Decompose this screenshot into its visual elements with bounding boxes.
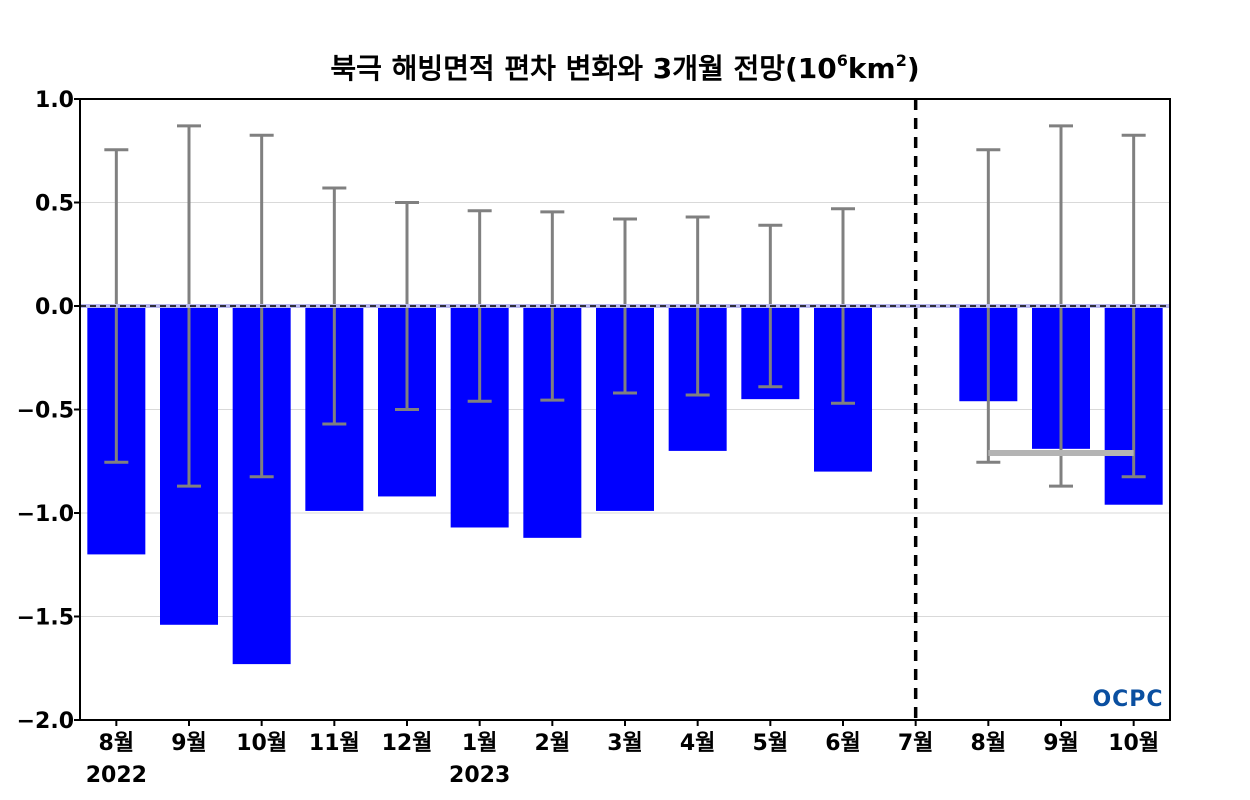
x-tick-label: 3월 xyxy=(607,731,643,756)
x-tick-label: 12월 xyxy=(382,731,433,756)
x-tick-label: 8월 xyxy=(99,731,135,756)
x-tick-label: 7월 xyxy=(898,731,934,756)
year-label: 2022 xyxy=(86,763,147,788)
overlay-layer xyxy=(80,99,1170,720)
x-tick-label: 4월 xyxy=(680,731,716,756)
ocpc-logo: OCPC xyxy=(1092,687,1163,712)
ocpc-logo-text: OCPC xyxy=(1092,687,1163,712)
title-exponent-2: 2 xyxy=(896,51,907,70)
y-tick-label: 1.0 xyxy=(35,88,74,113)
title-unit: km xyxy=(848,52,896,85)
x-tick-label: 2월 xyxy=(535,731,571,756)
title-main: 북극 해빙면적 편차 변화와 3개월 전망(10 xyxy=(330,52,836,85)
x-tick-label: 8월 xyxy=(971,731,1007,756)
x-tick-label: 9월 xyxy=(171,731,207,756)
y-tick-label: 0.5 xyxy=(35,192,74,217)
x-tick-label: 9월 xyxy=(1043,731,1079,756)
year-label: 2023 xyxy=(449,763,510,788)
x-tick-label: 1월 xyxy=(462,731,498,756)
chart-title: 북극 해빙면적 편차 변화와 3개월 전망(106km2) xyxy=(330,51,919,85)
x-tick-label: 5월 xyxy=(753,731,789,756)
y-tick-label: −0.5 xyxy=(17,399,74,424)
x-tick-label: 10월 xyxy=(1108,731,1159,756)
x-tick-label: 10월 xyxy=(236,731,287,756)
y-tick-label: −2.0 xyxy=(17,709,74,734)
axis-layer: 1.0 0.5 0.0 −0.5 −1.0 −1.5 −2.0 8월 9월 10월 11월 12월 1월… xyxy=(17,88,1160,788)
title-exponent-1: 6 xyxy=(837,51,848,70)
y-tick-label: −1.0 xyxy=(17,502,74,527)
y-tick-label: −1.5 xyxy=(17,606,74,631)
x-tick-label: 11월 xyxy=(309,731,360,756)
title-close: ) xyxy=(907,52,920,85)
x-tick-label: 6월 xyxy=(825,731,861,756)
y-tick-label: 0.0 xyxy=(35,295,74,320)
